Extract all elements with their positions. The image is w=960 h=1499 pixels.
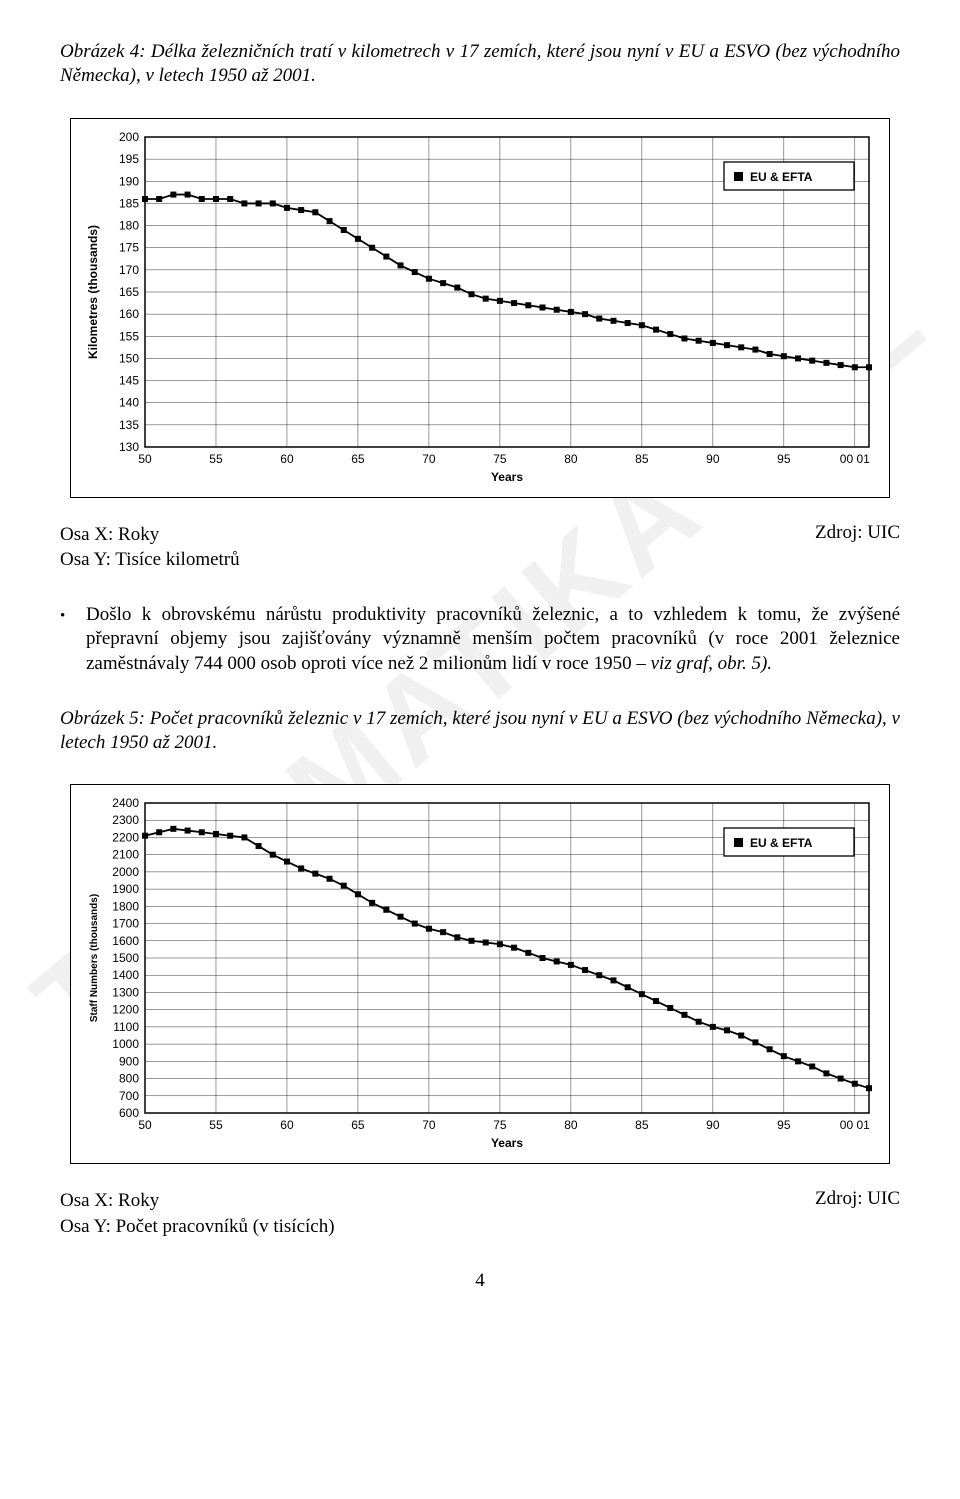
svg-text:Kilometres (thousands): Kilometres (thousands) [86,224,100,358]
svg-text:170: 170 [119,262,139,276]
svg-text:145: 145 [119,373,139,387]
svg-text:1500: 1500 [112,951,139,965]
svg-text:1600: 1600 [112,934,139,948]
figure5-caption: Obrázek 5: Počet pracovníků železnic v 1… [60,707,900,755]
svg-text:900: 900 [119,1055,139,1069]
svg-text:800: 800 [119,1072,139,1086]
svg-text:140: 140 [119,395,139,409]
svg-text:70: 70 [422,1118,436,1132]
bullet-marker: • [60,603,86,677]
svg-text:60: 60 [280,452,294,466]
svg-text:2000: 2000 [112,865,139,879]
svg-text:1800: 1800 [112,900,139,914]
svg-text:1700: 1700 [112,917,139,931]
svg-text:00 01: 00 01 [840,452,870,466]
svg-text:55: 55 [209,1118,223,1132]
figure4-source: Zdroj: UIC [815,522,900,544]
svg-text:85: 85 [635,1118,649,1132]
svg-text:1200: 1200 [112,1003,139,1017]
svg-text:150: 150 [119,351,139,365]
figure4-yaxis-label: Osa Y: Tisíce kilometrů [60,547,240,573]
svg-text:80: 80 [564,1118,578,1132]
bullet-item: • Došlo k obrovskému nárůstu produktivit… [60,603,900,677]
svg-text:600: 600 [119,1106,139,1120]
svg-text:95: 95 [777,1118,791,1132]
svg-text:75: 75 [493,452,507,466]
svg-text:EU & EFTA: EU & EFTA [750,836,813,850]
svg-text:135: 135 [119,417,139,431]
figure5-yaxis-label: Osa Y: Počet pracovníků (v tisících) [60,1214,335,1240]
svg-text:190: 190 [119,174,139,188]
svg-text:1400: 1400 [112,969,139,983]
svg-text:85: 85 [635,452,649,466]
svg-text:55: 55 [209,452,223,466]
svg-text:700: 700 [119,1089,139,1103]
svg-text:130: 130 [119,440,139,454]
svg-text:175: 175 [119,240,139,254]
figure4-caption: Obrázek 4: Délka železničních tratí v ki… [60,40,900,88]
svg-text:180: 180 [119,218,139,232]
svg-text:2400: 2400 [112,796,139,810]
svg-text:1000: 1000 [112,1037,139,1051]
svg-text:50: 50 [138,452,152,466]
svg-text:1300: 1300 [112,986,139,1000]
figure5-chart: 50 55 60 65 70 75 80 85 90 95 00 01 600 700 800 900 100… [70,784,890,1164]
svg-text:2200: 2200 [112,831,139,845]
svg-text:80: 80 [564,452,578,466]
svg-text:00 01: 00 01 [840,1118,870,1132]
svg-text:65: 65 [351,452,365,466]
svg-text:50: 50 [138,1118,152,1132]
svg-text:EU & EFTA: EU & EFTA [750,170,813,184]
svg-text:160: 160 [119,307,139,321]
svg-text:Staff Numbers (thousands): Staff Numbers (thousands) [89,894,100,1022]
figure4-chart: 50 55 60 65 70 75 80 85 90 95 00 01 130 135 140 145 150… [70,118,890,498]
svg-text:65: 65 [351,1118,365,1132]
svg-text:75: 75 [493,1118,507,1132]
svg-text:2300: 2300 [112,814,139,828]
svg-text:185: 185 [119,196,139,210]
svg-text:70: 70 [422,452,436,466]
figure4-xaxis-label: Osa X: Roky [60,522,240,548]
svg-text:155: 155 [119,329,139,343]
svg-text:90: 90 [706,1118,720,1132]
svg-text:90: 90 [706,452,720,466]
svg-text:Years: Years [491,1136,523,1150]
figure5-xaxis-label: Osa X: Roky [60,1188,335,1214]
svg-text:200: 200 [119,130,139,144]
bullet-text: Došlo k obrovskému nárůstu produktivity … [86,603,900,677]
svg-text:95: 95 [777,452,791,466]
page-number: 4 [60,1270,900,1292]
figure5-source: Zdroj: UIC [815,1188,900,1210]
svg-text:1900: 1900 [112,882,139,896]
svg-text:195: 195 [119,152,139,166]
svg-text:Years: Years [491,470,523,484]
svg-text:1100: 1100 [113,1020,139,1034]
svg-text:60: 60 [280,1118,294,1132]
svg-text:165: 165 [119,285,139,299]
svg-text:2100: 2100 [112,848,139,862]
